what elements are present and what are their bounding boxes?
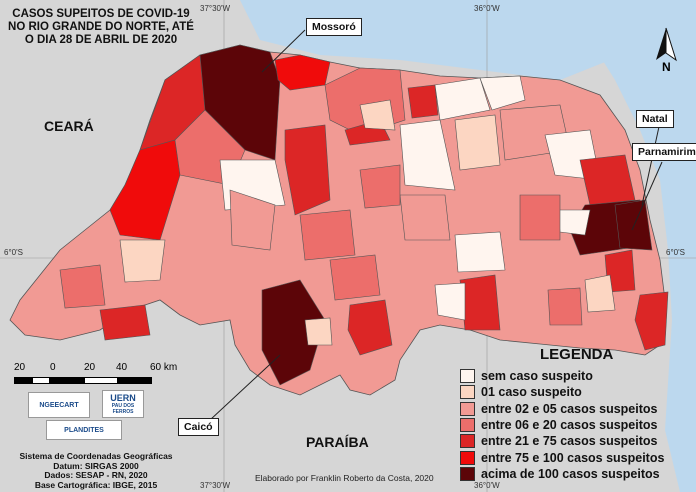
municipality-caico xyxy=(261,279,326,386)
legend: sem caso suspeito 01 caso suspeito entre… xyxy=(460,368,664,482)
graticule-bottom-left: 37°30'W xyxy=(200,481,231,490)
legend-item: entre 75 e 100 casos suspeitos xyxy=(460,449,664,465)
municipality xyxy=(519,194,561,241)
municipality-parnamirim xyxy=(614,199,653,251)
graticule-top-right: 36°0'W xyxy=(474,4,500,13)
credit-line: Sistema de Coordenadas Geográficas xyxy=(19,451,173,461)
parnamirim-leader xyxy=(631,161,663,231)
north-arrow-icon xyxy=(656,27,677,62)
scale-bar: 20 0 20 40 60 km xyxy=(14,362,194,384)
legend-item: acima de 100 casos suspeitos xyxy=(460,466,664,482)
callout-parnamirim: Parnamirim xyxy=(632,143,696,161)
credits: Sistema de Coordenadas Geográficas Datum… xyxy=(12,451,180,490)
legend-swatch xyxy=(460,401,475,416)
scale-tick: 20 xyxy=(14,362,26,373)
municipality xyxy=(359,164,401,209)
legend-item: entre 21 e 75 casos suspeitos xyxy=(460,433,664,449)
plandites-logo: PLANDITES xyxy=(46,420,122,440)
legend-item: entre 06 e 20 casos suspeitos xyxy=(460,417,664,433)
legend-swatch xyxy=(460,418,475,433)
credit-line: Base Cartográfica: IBGE, 2015 xyxy=(34,479,158,490)
municipality xyxy=(329,254,381,301)
callout-mossoro: Mossoró xyxy=(306,18,362,36)
legend-item: entre 02 e 05 casos suspeitos xyxy=(460,401,664,417)
north-label: N xyxy=(662,60,671,74)
ngeecart-logo: NGEECART xyxy=(28,392,90,418)
scale-tick: 40 xyxy=(116,362,128,373)
state-label-paraiba: PARAÍBA xyxy=(306,434,369,450)
uern-logo-text: UERN xyxy=(110,393,136,403)
scale-tick: 0 xyxy=(50,362,56,373)
credit-line: Datum: SIRGAS 2000 xyxy=(53,460,139,471)
municipality xyxy=(407,84,439,119)
municipality xyxy=(347,299,393,356)
municipality xyxy=(479,75,526,111)
municipality xyxy=(579,154,636,206)
municipality xyxy=(274,54,331,91)
map-title: CASOS SUPEITOS DE COVID-19 NO RIO GRANDE… xyxy=(8,8,194,46)
legend-label: acima de 100 casos suspeitos xyxy=(481,466,660,481)
credit-line: Dados: SESAP - RN, 2020 xyxy=(44,470,148,480)
legend-swatch xyxy=(460,369,475,384)
municipality xyxy=(399,194,451,241)
scale-tick: 60 km xyxy=(150,362,178,373)
municipality xyxy=(59,264,106,309)
municipalities xyxy=(59,44,669,386)
callout-natal: Natal xyxy=(636,110,674,128)
legend-swatch xyxy=(460,434,475,449)
legend-item: 01 caso suspeito xyxy=(460,384,664,400)
municipality xyxy=(304,317,333,346)
graticule-left-lat: 6°0'S xyxy=(4,248,23,257)
municipality xyxy=(434,282,466,321)
legend-label: entre 75 e 100 casos suspeitos xyxy=(481,450,665,465)
legend-swatch xyxy=(460,385,475,400)
legend-label: entre 06 e 20 casos suspeitos xyxy=(481,418,658,433)
uern-logo-subtext: PAU DOS FERROS xyxy=(111,403,135,415)
uern-logo: UERN PAU DOS FERROS xyxy=(102,390,144,418)
state-label-ceara: CEARÁ xyxy=(44,118,94,134)
legend-label: entre 21 e 75 casos suspeitos xyxy=(481,434,658,449)
municipality xyxy=(359,99,396,131)
municipality xyxy=(119,239,166,283)
legend-swatch xyxy=(460,450,475,465)
caico-leader xyxy=(209,354,281,421)
legend-label: entre 02 e 05 casos suspeitos xyxy=(481,401,658,416)
municipality xyxy=(284,124,331,216)
municipality xyxy=(547,287,583,326)
legend-label: 01 caso suspeito xyxy=(481,385,582,400)
municipality xyxy=(454,114,501,171)
mossoro-leader xyxy=(261,29,306,73)
municipality xyxy=(454,231,506,273)
natal-leader xyxy=(641,121,661,206)
legend-swatch xyxy=(460,466,475,481)
graticule-bottom-right: 36°0'W xyxy=(474,481,500,490)
graticule-right-lat: 6°0'S xyxy=(666,248,685,257)
legend-label: sem caso suspeito xyxy=(481,369,593,384)
municipality xyxy=(584,274,616,313)
scale-tick: 20 xyxy=(84,362,96,373)
municipality xyxy=(399,119,456,191)
municipality xyxy=(229,189,276,251)
municipality xyxy=(459,274,501,331)
legend-item: sem caso suspeito xyxy=(460,368,664,384)
graticule-top-left: 37°30'W xyxy=(200,4,231,13)
municipality xyxy=(299,209,356,261)
municipality xyxy=(99,304,151,341)
legend-title: LEGENDA xyxy=(540,346,614,363)
municipality xyxy=(434,77,491,121)
author-credit: Elaborado por Franklin Roberto da Costa,… xyxy=(255,473,434,483)
municipality xyxy=(634,291,669,351)
callout-caico: Caicó xyxy=(178,418,219,436)
municipality xyxy=(557,209,591,236)
